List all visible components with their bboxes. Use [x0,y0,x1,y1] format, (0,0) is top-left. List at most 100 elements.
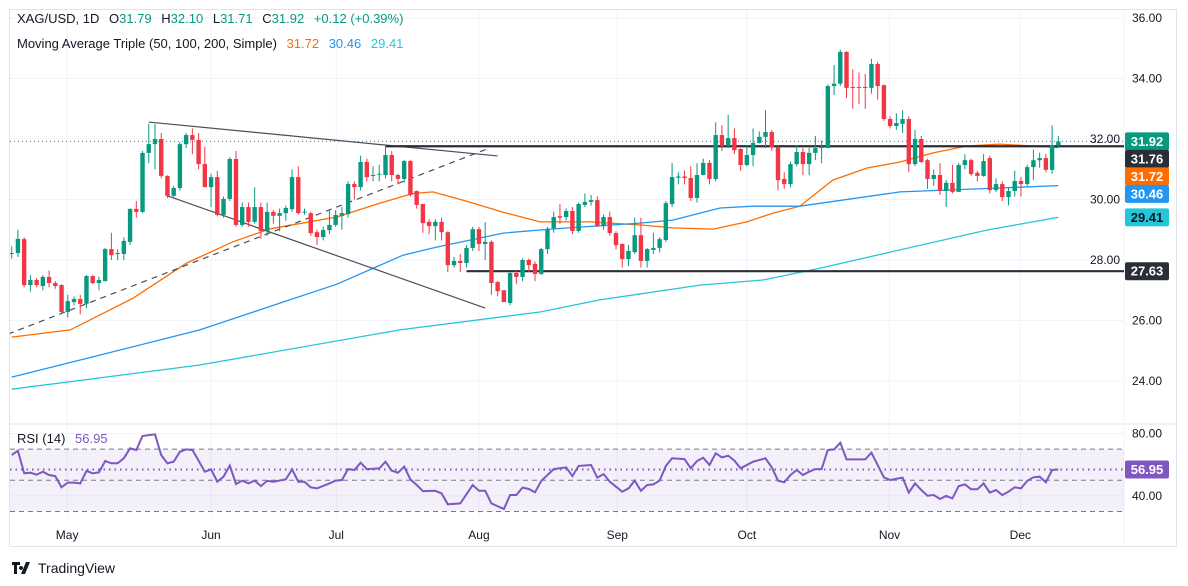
level-price-label: 27.63 [1125,262,1169,281]
candle [495,281,500,297]
candle-body [838,51,843,84]
candle [607,211,612,236]
candle-body [134,208,139,212]
candle [414,190,419,209]
candle-body [1049,145,1055,170]
candle-body [414,191,419,205]
dashed-trendline[interactable] [8,148,488,334]
trendline[interactable] [148,121,498,157]
candle-body [863,86,868,88]
candle [227,157,232,202]
candle-body [121,240,127,254]
candle-body [632,235,637,253]
candle [563,208,569,221]
candle-body [109,249,114,256]
candle [146,123,151,164]
candle-body [819,146,824,149]
rsi-axis[interactable]: 80.00 40.00 56.95 [1125,427,1169,503]
candle-body [1006,191,1011,198]
candle [757,131,762,144]
candle [333,210,338,227]
candle-body [21,239,27,286]
candle-body [912,139,918,165]
date-axis[interactable]: May Jun Jul Aug Sep Oct Nov Dec [56,528,1031,542]
candle-body [289,177,295,210]
candle-body [595,200,600,227]
candle-body [993,184,999,191]
price-label-box [1125,262,1169,281]
trendline[interactable] [167,195,486,309]
candle [352,181,357,200]
candle [308,211,313,236]
candle [993,178,999,192]
candle [96,276,102,291]
candle-body [28,279,33,286]
candle-body [850,86,855,88]
candle [28,275,33,292]
rsi-pane[interactable] [10,433,1124,512]
price-axis[interactable]: 24.00 26.00 28.00 30.00 32.00 34.00 36.00 31.92… [1090,11,1169,388]
rsi-legend-title[interactable]: RSI (14) [17,431,66,446]
candle-body [46,276,52,283]
ma50-value: 31.72 [286,36,320,51]
candle [651,232,656,254]
candle [1056,135,1061,148]
candle [950,164,955,194]
candle [439,217,444,241]
candle-body [782,178,787,185]
candle [370,166,376,182]
ma-legend-title[interactable]: Moving Average Triple (50, 100, 200, Sim… [17,36,277,51]
price-label-text: 29.41 [1131,210,1164,225]
candle [844,51,849,99]
candle-body [233,158,239,225]
level-price-label: 31.76 [1125,149,1169,168]
candle [532,261,538,282]
candle [383,145,388,179]
candle [620,243,625,268]
rsi-legend[interactable]: RSI (14) 56.95 [17,431,108,446]
candle [445,231,450,273]
candle [426,219,432,235]
candle-body [401,161,407,179]
candle [289,169,295,212]
candle-body [900,119,905,124]
candle-body [539,249,544,274]
candle [358,155,363,191]
candle-body [1018,181,1024,185]
candle [240,202,245,227]
candle-body [788,164,793,185]
ma-legend[interactable]: Moving Average Triple (50, 100, 200, Sim… [17,36,403,51]
candle [1000,181,1005,202]
candle-body [302,211,307,213]
candle-body [221,198,226,215]
candle-body [869,63,874,88]
candle [576,202,581,233]
candle [894,113,899,130]
candle [408,160,413,197]
candle-body [775,147,781,181]
tradingview-logo[interactable]: TradingView [12,560,115,576]
candle-body [115,253,120,255]
candle [626,244,631,267]
candle [800,148,806,176]
price-pane[interactable] [8,49,1124,390]
candle [919,135,924,164]
candle-body [894,122,899,126]
symbol-legend[interactable]: XAG/USD, 1D O31.79 H32.10 L31.71 C31.92 … [17,11,403,26]
candle [912,129,918,167]
candle [420,204,426,233]
last-price-label: 31.92 [1125,132,1169,151]
candle [701,158,706,176]
symbol-interval[interactable]: XAG/USD, 1D [17,11,100,26]
price-label-box [1125,208,1169,227]
candle-body [389,155,394,175]
candle-body [906,119,912,165]
candle [208,173,214,208]
candle-body [408,161,413,195]
candle-body [576,204,581,231]
candle [1037,152,1042,168]
candle-body [956,165,961,192]
candle [1043,154,1049,173]
candles [10,49,1061,318]
